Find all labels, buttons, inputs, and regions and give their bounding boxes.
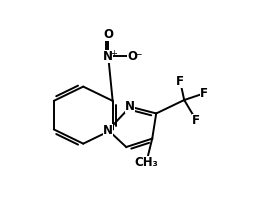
Text: F: F — [176, 75, 184, 88]
Text: F: F — [200, 87, 208, 100]
Text: N: N — [103, 124, 113, 137]
Text: O: O — [103, 28, 113, 41]
Text: N: N — [125, 100, 135, 113]
Text: O: O — [127, 50, 137, 63]
Text: CH₃: CH₃ — [134, 157, 158, 169]
Text: −: − — [134, 49, 142, 58]
Text: F: F — [192, 114, 200, 127]
Text: +: + — [110, 49, 117, 58]
Text: N: N — [103, 50, 113, 63]
